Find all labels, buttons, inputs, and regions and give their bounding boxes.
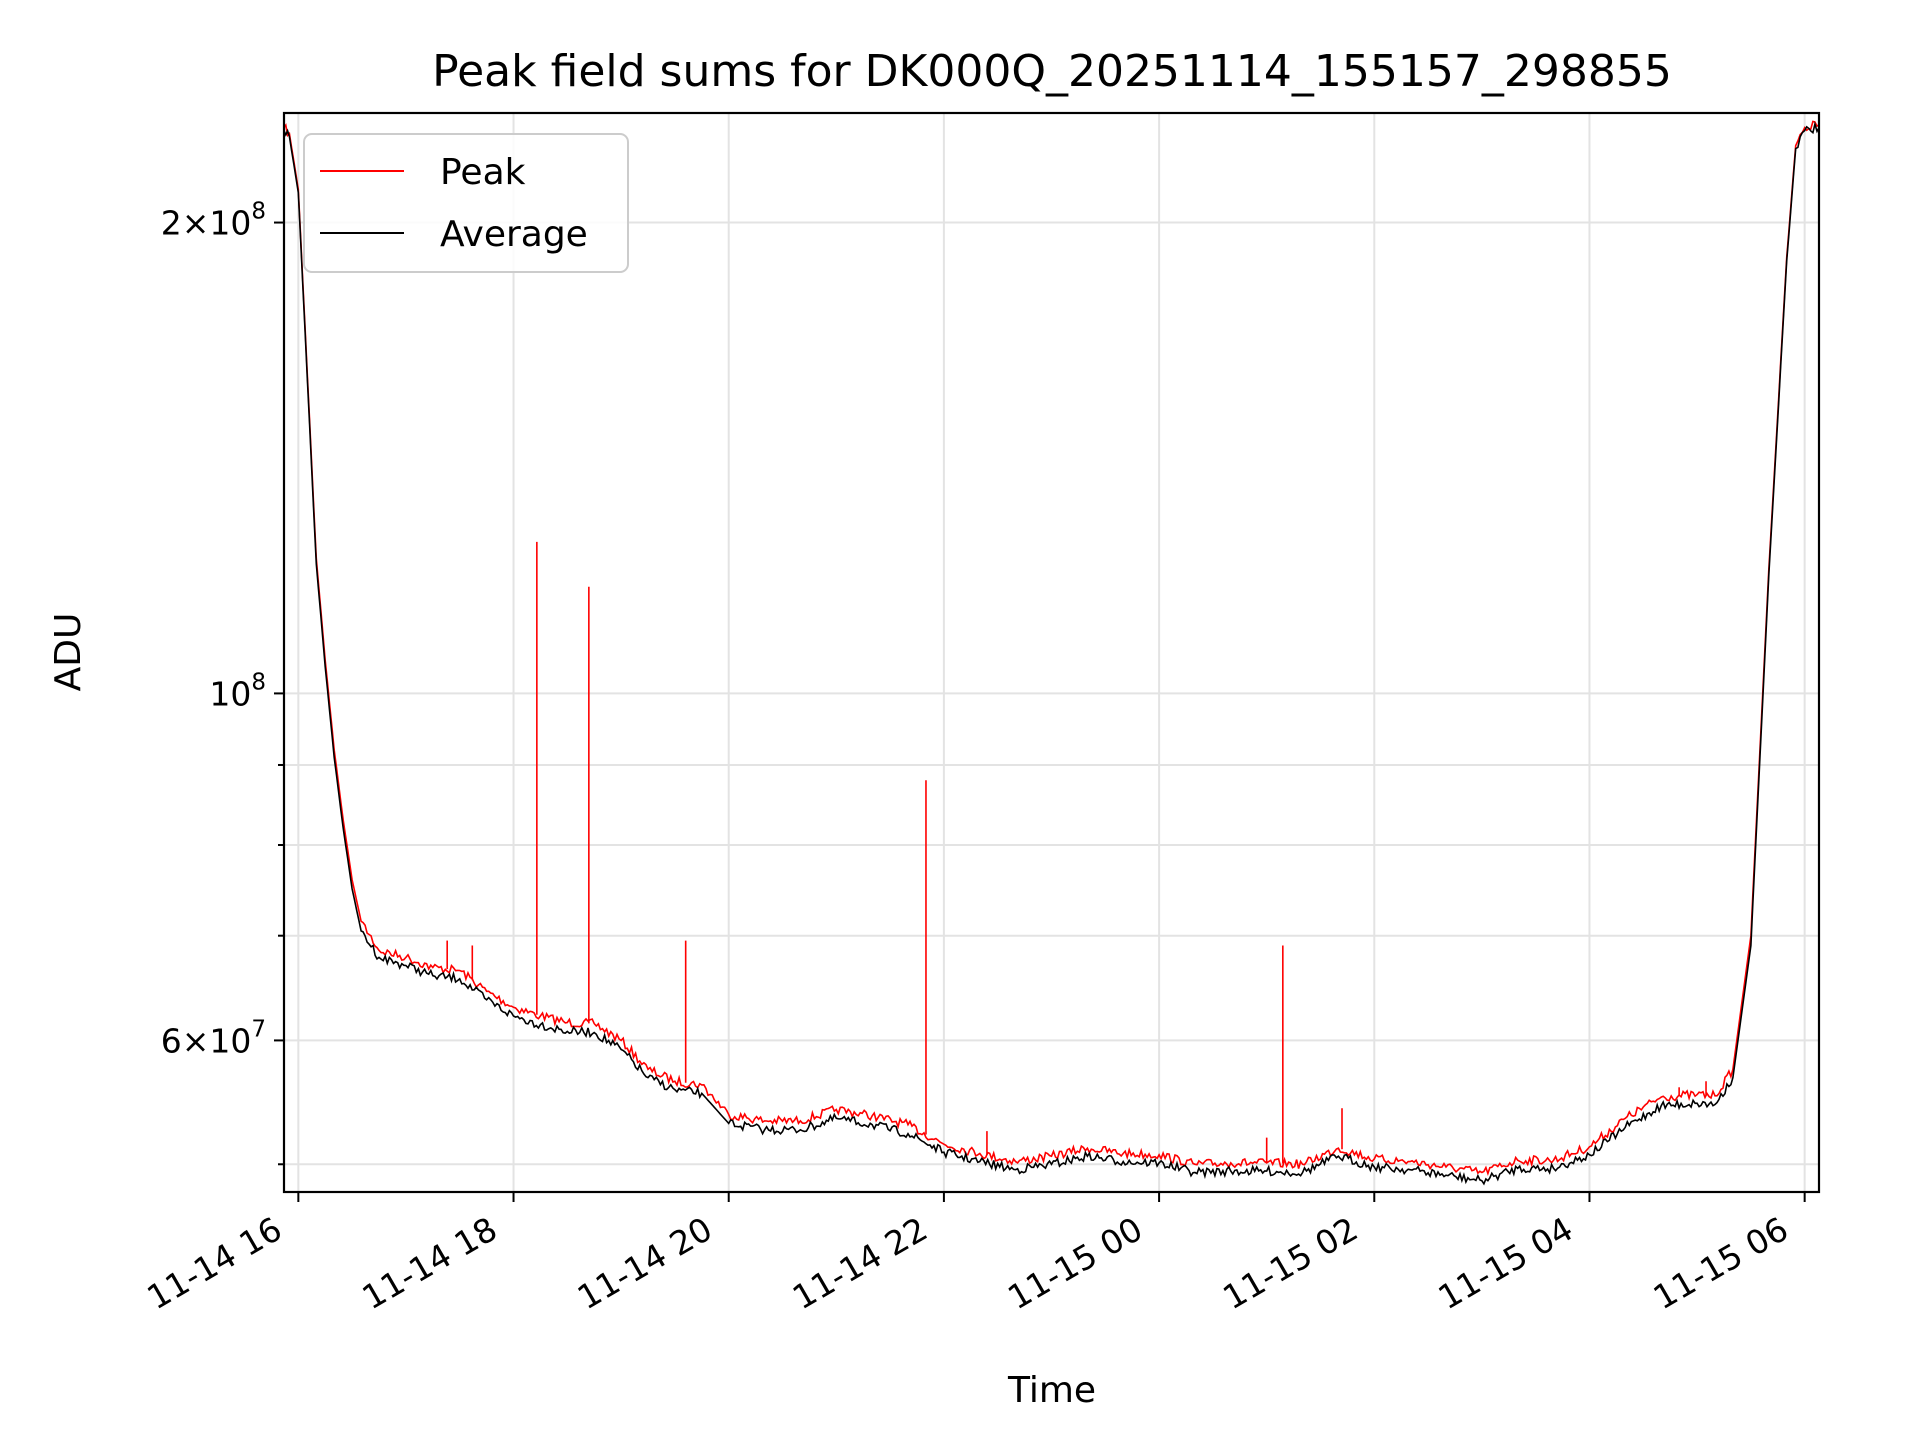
y-tick-label-0: 6×107 bbox=[161, 1016, 266, 1060]
legend-label-peak: Peak bbox=[440, 152, 526, 193]
x-tick-label-6: 11-15 04 bbox=[1431, 1209, 1579, 1317]
x-tick-label-3: 11-14 22 bbox=[786, 1209, 934, 1317]
y-axis-label: ADU bbox=[48, 613, 89, 692]
x-tick-label-7: 11-15 06 bbox=[1647, 1209, 1795, 1317]
legend-label-average: Average bbox=[440, 214, 588, 255]
y-tick-label-1: 108 bbox=[209, 669, 266, 713]
legend-box bbox=[303, 133, 629, 273]
plot-frame bbox=[282, 111, 1821, 1194]
x-tick-label-0: 11-14 16 bbox=[140, 1209, 288, 1317]
series-line-average bbox=[283, 121, 1820, 1186]
series-line-peak bbox=[283, 120, 1820, 1177]
y-tick-label-2: 2×108 bbox=[161, 199, 266, 243]
x-tick-label-4: 11-15 00 bbox=[1001, 1209, 1149, 1317]
x-tick-label-1: 11-14 18 bbox=[356, 1209, 504, 1317]
series-layer bbox=[283, 120, 1820, 1186]
legend: Peak Average bbox=[303, 133, 629, 273]
x-tick-label-5: 11-15 02 bbox=[1216, 1209, 1364, 1317]
x-axis-label: Time bbox=[1007, 1370, 1096, 1411]
chart-title: Peak field sums for DK000Q_20251114_1551… bbox=[432, 46, 1672, 97]
x-tick-label-2: 11-14 20 bbox=[571, 1209, 719, 1317]
grid bbox=[284, 113, 1819, 1192]
